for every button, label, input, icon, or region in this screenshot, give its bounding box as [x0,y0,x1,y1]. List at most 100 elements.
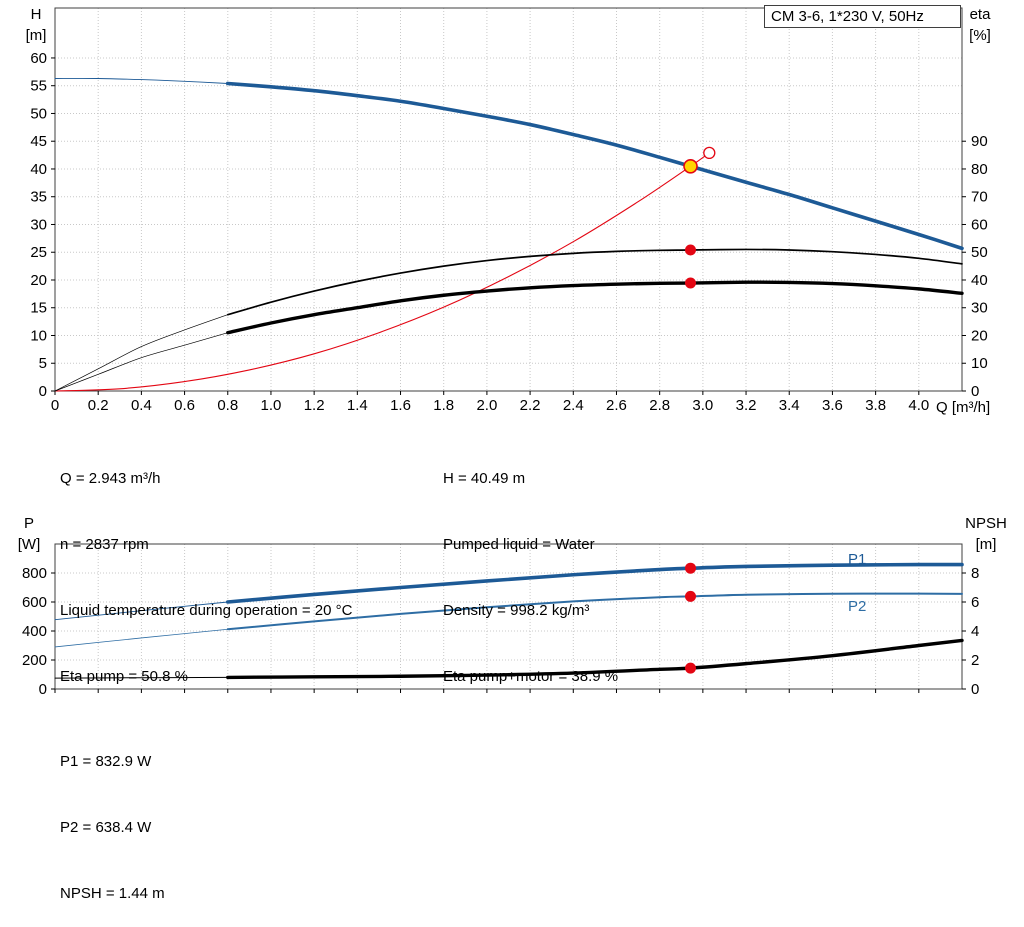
x-tick-label: 0.4 [131,397,152,414]
series-p2 [226,592,963,631]
series-p1 [225,562,964,604]
p2-value: P2 = 638.4 W [60,819,152,836]
power-summary: P1 = 832.9 W P2 = 638.4 W NPSH = 1.44 m [60,707,165,927]
y-left-tick-label: 40 [30,161,47,178]
series-system-curve [54,152,710,392]
hq-eta-chart: 0 5 10 15 20 25 30 35 40 45 50 55 60 0 10 20 30 40 50 60 70 8… [30,7,988,414]
y-right-tick-label: 40 [971,272,988,289]
series-eta-pump-lead-in [54,314,229,392]
y-left-tick-label: 60 [30,50,47,67]
x-tick-label: 3.0 [692,397,713,414]
series-eta-pump-motor-lead-in [54,332,229,392]
power-npsh-chart: 0 200 400 600 800 0 2 4 6 8 [22,543,979,695]
x-tick-label: 0 [51,397,59,414]
x-tick-label: 2.8 [649,397,670,414]
eta-pump-motor-value: Eta pump+motor = 38.9 % [443,668,619,685]
y-left-tick-label: 45 [30,133,47,150]
p-axis-title: P [W] [7,513,51,555]
h-value: H = 40.49 m [443,470,526,487]
y-left-tick-label: 25 [30,244,47,261]
y-left-tick-label: 0 [39,681,47,695]
npsh-axis-symbol: NPSH [965,515,1007,532]
x-tick-label: 1.6 [390,397,411,414]
marker-duty-point[interactable] [683,159,698,174]
x-tick-label: 3.4 [779,397,800,414]
y-right-tick-label: 30 [971,300,988,317]
npsh-axis-unit: [m] [975,536,997,553]
y-right-tick-label: 0 [971,383,979,400]
liquid-temperature-value: Liquid temperature during operation = 20… [60,602,353,619]
result-summary-left: Q = 2.943 m³/h n = 2837 rpm Liquid tempe… [60,424,352,710]
y-right-tick-label: 50 [971,244,988,261]
axes: 0 200 400 600 800 0 2 4 6 8 [22,565,979,695]
result-summary-right: H = 40.49 m Pumped liquid = Water Densit… [443,424,618,710]
marker-npsh-point [685,662,696,674]
y-right-tick-label: 8 [971,565,979,582]
y-left-tick-label: 50 [30,105,47,122]
grid [55,544,962,689]
h-axis-unit: [m] [25,27,47,44]
x-tick-label: 1.2 [304,397,325,414]
x-tick-label: 2.0 [476,397,497,414]
series-eta-pump [226,248,963,316]
x-tick-label: 0.8 [217,397,238,414]
y-right-tick-label: 20 [971,327,988,344]
eta-axis-unit: [%] [969,27,991,44]
y-right-tick-label: 60 [971,216,988,233]
x-tick-label: 3.8 [865,397,886,414]
marker-p2-point [685,590,696,602]
p1-value: P1 = 832.9 W [60,753,152,770]
y-right-tick-label: 0 [971,681,979,695]
marker-eta-pump-motor-point [685,277,696,289]
series-group [54,562,964,680]
markers-group [683,146,716,289]
series-p2-lead-in [54,628,229,648]
series-group [54,77,964,392]
y-right-tick-label: 4 [971,623,979,640]
x-tick-label: 0.6 [174,397,195,414]
p-axis-unit: [W] [17,536,41,553]
q-value: Q = 2.943 m³/h [60,470,161,487]
y-right-tick-label: 70 [971,189,988,206]
y-left-tick-label: 800 [22,565,47,582]
series-head-lead-in [54,77,229,84]
x-tick-label: 2.2 [520,397,541,414]
y-left-tick-label: 400 [22,623,47,640]
series-npsh-lead-in [54,676,229,679]
y-left-tick-label: 200 [22,652,47,669]
y-left-tick-label: 10 [30,327,47,344]
series-p1-lead-in [54,601,229,621]
series-npsh [226,638,964,680]
x-tick-label: 3.6 [822,397,843,414]
y-left-tick-label: 0 [39,383,47,400]
y-right-tick-label: 6 [971,594,979,611]
x-tick-label: 1.8 [433,397,454,414]
x-tick-label: 0.2 [88,397,109,414]
density-value: Density = 998.2 kg/m³ [443,602,590,619]
y-right-tick-label: 80 [971,161,988,178]
x-tick-label: 2.6 [606,397,627,414]
npsh-axis-title: NPSH [m] [954,513,1018,555]
h-axis-symbol: H [30,6,42,23]
pump-title-box: CM 3-6, 1*230 V, 50Hz [764,5,961,28]
p-axis-symbol: P [23,515,34,532]
marker-p1-point [685,562,696,574]
p2-curve-label: P2 [848,598,867,615]
y-left-tick-label: 55 [30,78,47,95]
speed-value: n = 2837 rpm [60,536,149,553]
grid [55,8,962,391]
y-left-tick-label: 35 [30,189,47,206]
x-tick-label: 3.2 [736,397,757,414]
eta-pump-value: Eta pump = 50.8 % [60,668,188,685]
eta-axis-title: eta [%] [958,4,1002,46]
p1-curve-label: P1 [848,551,867,568]
marker-duty-point-requested[interactable] [703,146,716,160]
q-axis-title: Q [m³/h] [936,399,991,416]
plot-frame [54,7,963,392]
y-right-tick-label: 90 [971,133,988,150]
plot-frame [54,543,963,690]
y-right-tick-label: 2 [971,652,979,669]
y-left-tick-label: 30 [30,216,47,233]
pumped-liquid-value: Pumped liquid = Water [443,536,595,553]
axes: 0 5 10 15 20 25 30 35 40 45 50 55 60 0 10 20 30 40 50 60 70 8… [30,50,987,414]
